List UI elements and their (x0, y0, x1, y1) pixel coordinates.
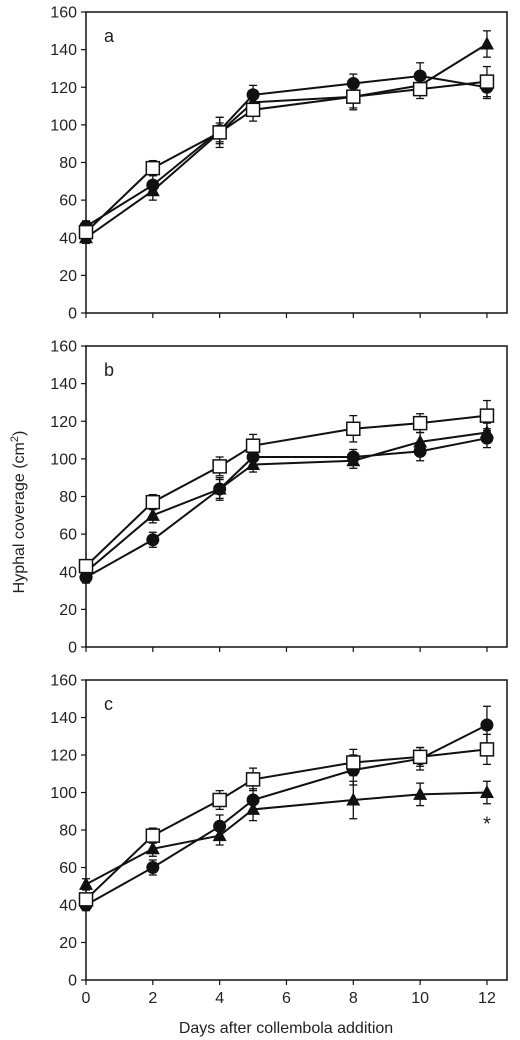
x-tick-label: 6 (282, 990, 291, 1007)
data-point-circle (146, 861, 160, 874)
y-tick-label: 60 (59, 193, 77, 210)
data-point-square (145, 828, 161, 843)
y-tick-label: 0 (68, 973, 77, 990)
data-point-square (346, 421, 361, 437)
data-point-square (412, 749, 428, 765)
data-point-square (245, 772, 261, 787)
y-tick-label: 0 (68, 640, 77, 657)
y-tick-label: 160 (50, 673, 77, 690)
series-triangle (79, 30, 494, 245)
data-point-square (212, 459, 227, 474)
x-tick-label: 12 (478, 990, 496, 1007)
y-tick-label: 120 (50, 80, 77, 97)
panel-label: a (104, 26, 115, 46)
y-tick-label: 100 (50, 451, 77, 468)
data-point-square (412, 415, 428, 431)
x-tick-label: 2 (148, 990, 157, 1007)
data-point-triangle (479, 785, 494, 798)
data-point-triangle (145, 507, 160, 521)
data-point-triangle (346, 792, 361, 806)
series-circle (79, 705, 494, 912)
y-tick-label: 40 (59, 564, 77, 581)
data-point-square (412, 81, 428, 97)
y-tick-label: 100 (50, 117, 77, 134)
data-point-square (78, 224, 94, 240)
data-point-square (78, 892, 94, 907)
panel-label: c (104, 694, 113, 714)
panel-a: 0 20 40 60 80 100 120 140 160 a (50, 5, 508, 323)
y-tick-label: 140 (50, 710, 77, 727)
data-point-square (346, 755, 361, 770)
series-triangle (79, 422, 494, 579)
data-point-circle (480, 718, 494, 732)
data-point-triangle (479, 425, 494, 439)
y-tick-label: 80 (59, 489, 77, 506)
y-tick-label: 120 (50, 748, 77, 765)
data-point-triangle (145, 841, 160, 855)
series-line (85, 748, 488, 901)
x-axis-title: Days after collembola addition (179, 1020, 393, 1037)
y-tick-label: 120 (50, 414, 77, 431)
series-square (78, 65, 495, 240)
data-point-square (346, 89, 361, 104)
panel-label: b (104, 360, 114, 380)
y-tick-label: 60 (59, 527, 77, 544)
series-square (78, 733, 495, 907)
y-tick-label: 80 (59, 823, 77, 840)
y-tick-label: 160 (50, 5, 77, 22)
series-triangle (79, 780, 494, 891)
series-line (85, 80, 488, 233)
data-point-triangle (246, 457, 261, 471)
series-circle (79, 428, 494, 584)
x-tick-label: 8 (349, 990, 358, 1007)
data-point-triangle (413, 786, 428, 800)
data-point-triangle (413, 434, 428, 448)
x-tick-label: 4 (215, 990, 224, 1007)
y-tick-label: 100 (50, 785, 77, 802)
y-tick-label: 0 (68, 306, 77, 323)
data-point-triangle (212, 828, 227, 842)
x-tick-label: 10 (411, 990, 429, 1007)
y-tick-label: 40 (59, 230, 77, 247)
significance-marker: * (483, 814, 491, 836)
panel-b: 0 20 40 60 80 100 120 140 160 b (50, 339, 508, 657)
data-point-triangle (79, 876, 93, 890)
data-point-square (212, 125, 227, 140)
data-point-square (78, 558, 94, 574)
data-point-triangle (479, 36, 494, 50)
data-point-triangle (346, 453, 361, 467)
y-tick-label: 80 (59, 155, 77, 172)
y-tick-label: 20 (59, 268, 77, 285)
series-square (78, 399, 495, 574)
data-point-triangle (212, 481, 227, 495)
y-tick-label: 20 (59, 935, 77, 952)
data-point-triangle (246, 801, 261, 815)
data-point-circle (146, 533, 160, 547)
series-line (85, 74, 488, 228)
y-tick-label: 140 (50, 376, 77, 393)
y-tick-label: 40 (59, 898, 77, 915)
x-tick-label: 0 (82, 990, 91, 1007)
data-point-square (245, 438, 261, 453)
data-point-square (245, 102, 261, 118)
data-point-square (145, 160, 161, 176)
data-point-triangle (145, 183, 160, 197)
y-axis-title: Hyphal coverage (cm2) (9, 431, 28, 594)
data-point-square (212, 792, 227, 808)
series-line (85, 43, 488, 239)
data-point-square (479, 742, 495, 757)
y-tick-label: 140 (50, 42, 77, 59)
panel-c: 0 20 40 60 80 100 120 140 160 0 2 4 6 8 10 12 c * (50, 673, 508, 1007)
y-tick-label: 160 (50, 339, 77, 356)
panels-group: 020406080100120140160a020406080100120140… (50, 5, 508, 1007)
y-tick-label: 60 (59, 860, 77, 877)
data-point-square (145, 494, 161, 510)
data-point-square (479, 74, 495, 89)
y-tick-label: 20 (59, 602, 77, 619)
data-point-square (479, 408, 495, 423)
